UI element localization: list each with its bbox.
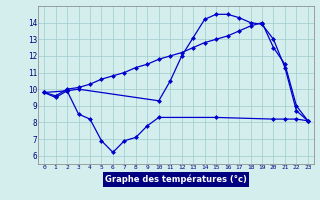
X-axis label: Graphe des températures (°c): Graphe des températures (°c)	[105, 175, 247, 184]
